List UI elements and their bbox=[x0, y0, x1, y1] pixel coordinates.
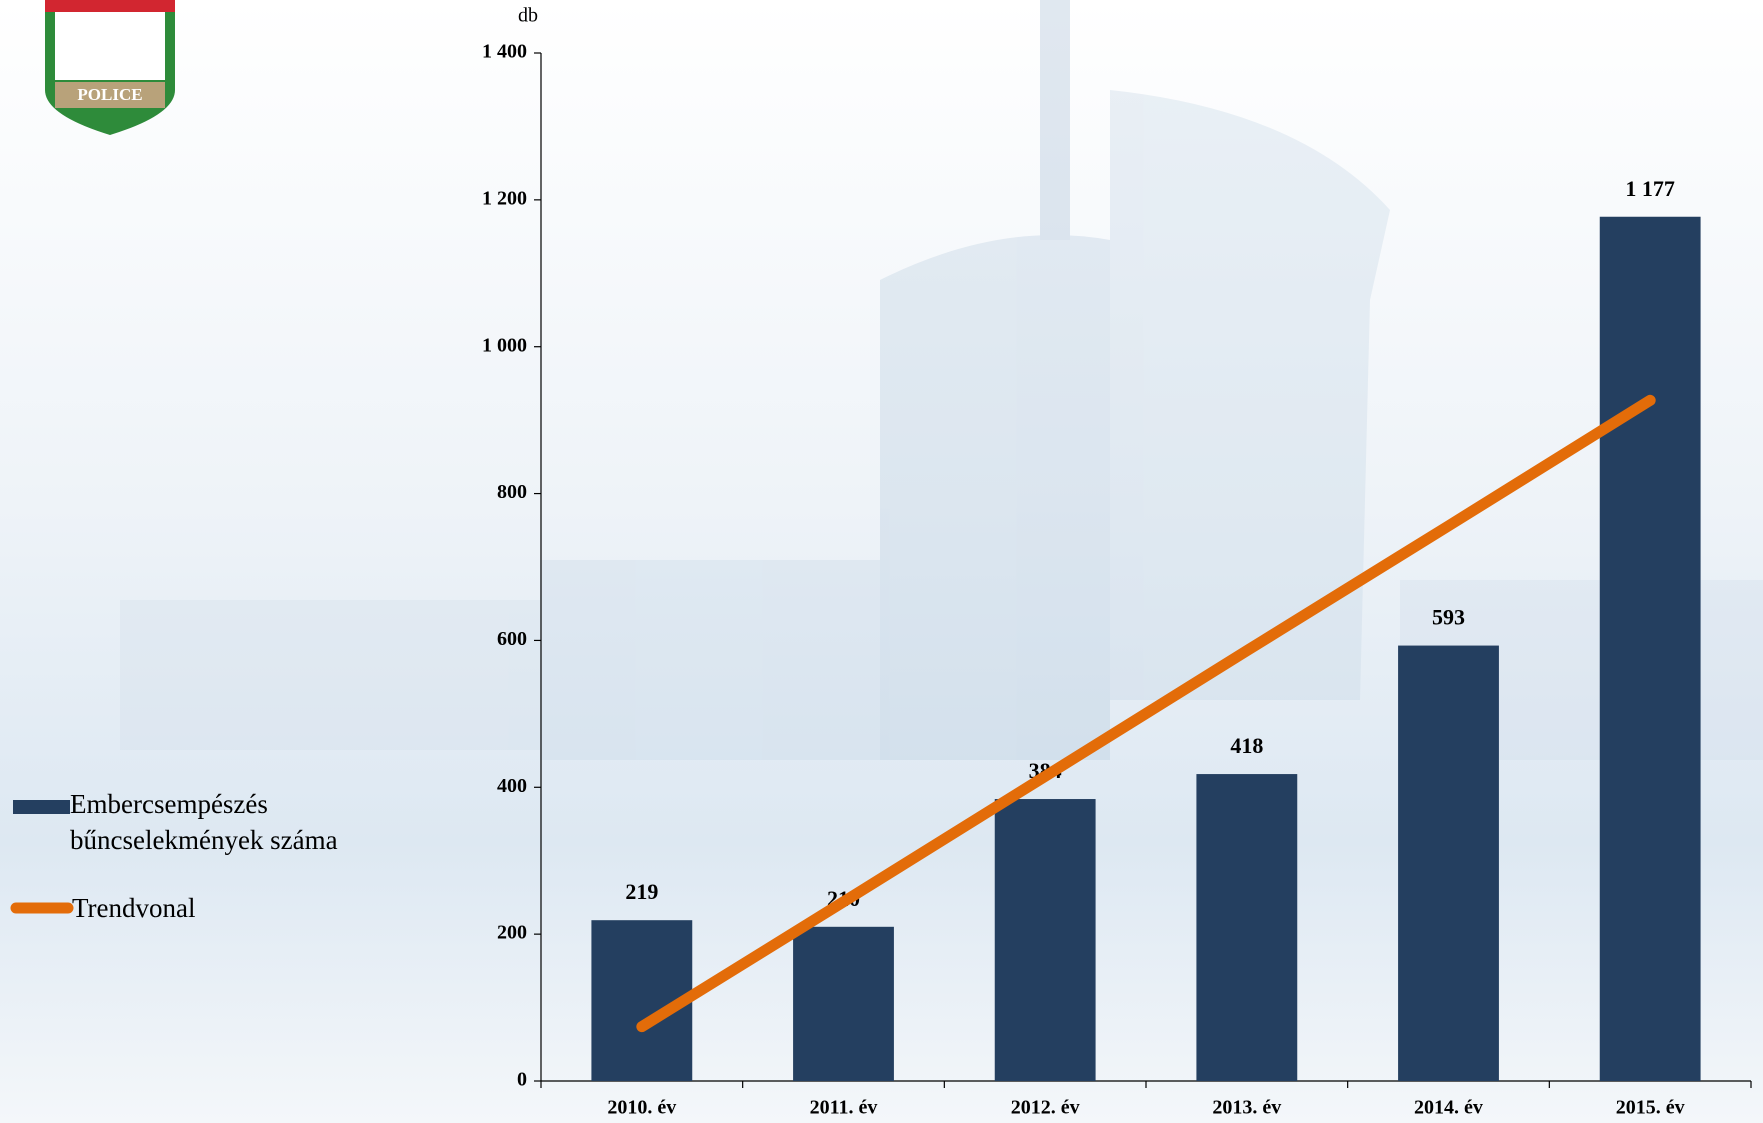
legend-label-box: Trendvonal bbox=[72, 893, 196, 923]
trend-line bbox=[636, 394, 1656, 1033]
bar bbox=[1599, 216, 1701, 1081]
logo: POLICE bbox=[45, 0, 175, 135]
y-tick-label: 1 000 bbox=[482, 334, 527, 356]
x-tick-label: 2014. év bbox=[1414, 1097, 1483, 1119]
y-tick-label: 600 bbox=[497, 628, 527, 650]
legend-label: Trendvonal bbox=[72, 893, 196, 923]
y-unit: db bbox=[518, 5, 538, 27]
x-tick-label: 2012. év bbox=[1011, 1097, 1080, 1119]
y-tick-label: 0 bbox=[517, 1069, 527, 1091]
legend-swatch bbox=[13, 800, 70, 814]
legend-label: Embercsempészés bűncselekmények száma bbox=[70, 789, 338, 855]
bar bbox=[1398, 645, 1499, 1081]
value-label: 1 177 bbox=[1625, 176, 1675, 201]
y-tick-label: 1 400 bbox=[482, 41, 527, 63]
y-tick-label: 200 bbox=[497, 922, 527, 944]
value-label: 593 bbox=[1432, 605, 1465, 630]
bar bbox=[793, 926, 894, 1081]
y-tick-label: 800 bbox=[497, 481, 527, 503]
x-tick-label: 2015. év bbox=[1616, 1097, 1685, 1119]
x-tick-label: 2010. év bbox=[607, 1097, 676, 1119]
x-tick-label: 2011. év bbox=[810, 1097, 878, 1119]
logo-text: POLICE bbox=[77, 85, 142, 104]
y-tick-label: 1 200 bbox=[482, 187, 527, 209]
y-tick-label: 400 bbox=[497, 775, 527, 797]
legend-label-box: Embercsempészés bűncselekmények száma bbox=[70, 789, 338, 855]
bar bbox=[994, 799, 1096, 1081]
value-label: 219 bbox=[625, 879, 658, 904]
value-label: 418 bbox=[1230, 733, 1263, 758]
x-tick-label: 2013. év bbox=[1212, 1097, 1281, 1119]
background-building bbox=[120, 0, 1763, 760]
bar bbox=[1196, 774, 1298, 1081]
